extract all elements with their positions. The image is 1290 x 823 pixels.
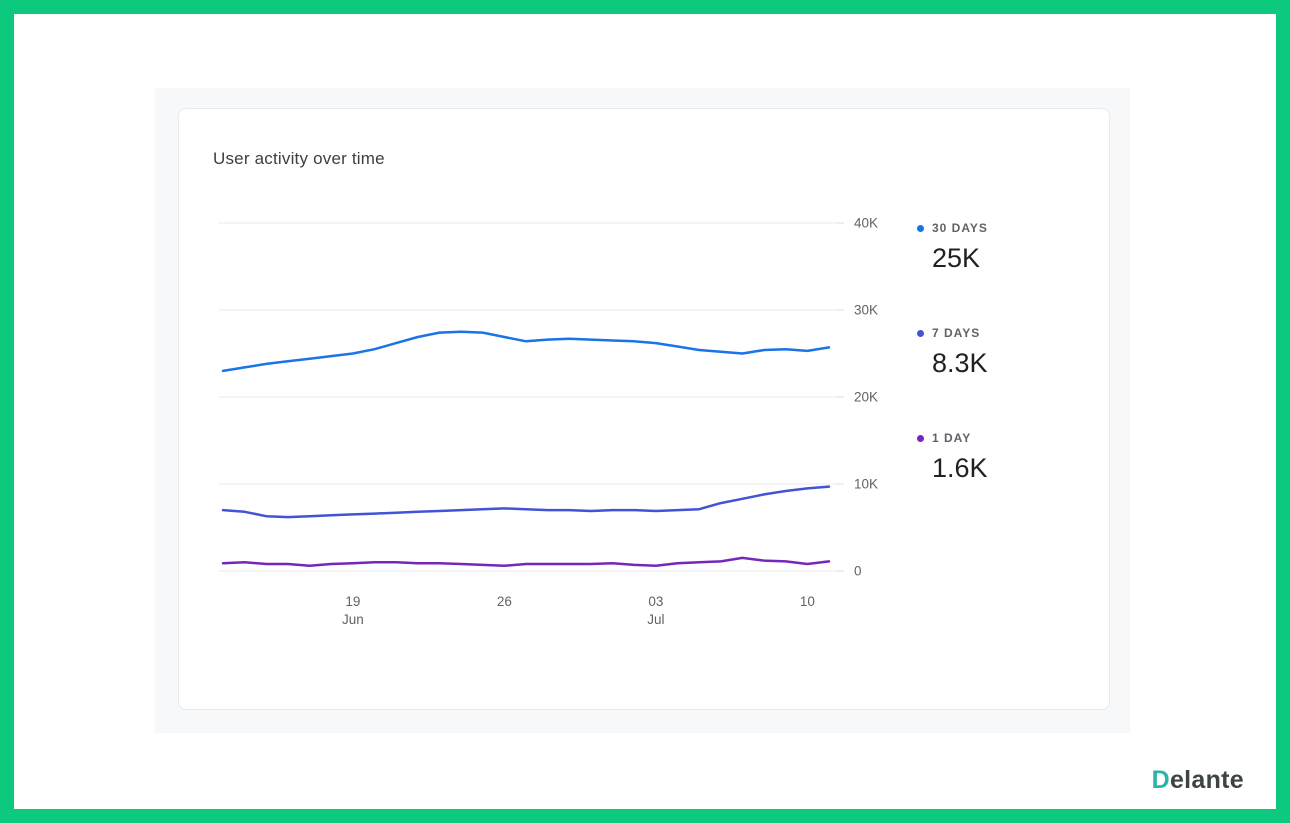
- legend-value-7-days: 8.3K: [932, 348, 988, 378]
- x-axis-month-label: Jul: [647, 612, 664, 627]
- chart-title: User activity over time: [213, 149, 385, 168]
- analytics-panel: User activity over time 40K 30K 20K 10K 0 19 J…: [155, 88, 1130, 733]
- user-activity-card: User activity over time 40K 30K 20K 10K 0 19 J…: [178, 108, 1110, 710]
- legend-dot-1-day-icon: [917, 434, 924, 442]
- legend-dot-7-days-icon: [917, 329, 924, 337]
- series-line-1-day: [221, 556, 831, 568]
- series-line-30-days: [221, 330, 831, 373]
- legend-entry-7-days: 7 DAYS 8.3K: [917, 326, 1097, 379]
- x-axis-tick-label: 19: [345, 594, 360, 609]
- y-axis-tick-label: 10K: [854, 477, 878, 492]
- delante-logo: Delante: [1152, 766, 1244, 795]
- x-axis-tick-label: 10: [800, 594, 815, 609]
- x-axis-labels: 19 Jun 26 03 Jul 10: [342, 594, 815, 627]
- delante-logo-first-letter: D: [1151, 766, 1170, 794]
- gridlines: [219, 222, 844, 572]
- user-activity-line-chart: 40K 30K 20K 10K 0 19 Jun 26 03 Jul 10: [219, 216, 878, 627]
- legend-label-7-days: 7 DAYS: [932, 326, 981, 340]
- y-axis-labels: 40K 30K 20K 10K 0: [854, 216, 878, 579]
- chart-legend: 30 DAYS 25K 7 DAYS 8.3K 1 DAY: [917, 221, 1097, 536]
- legend-label-1-day: 1 DAY: [932, 431, 972, 445]
- y-axis-tick-label: 30K: [854, 303, 878, 318]
- legend-value-1-day: 1.6K: [932, 453, 988, 483]
- y-axis-tick-label: 40K: [854, 216, 878, 231]
- y-axis-tick-label: 20K: [854, 390, 878, 405]
- screenshot-frame: User activity over time 40K 30K 20K 10K 0 19 J…: [14, 14, 1276, 809]
- series-line-7-days: [221, 485, 831, 519]
- legend-value-30-days: 25K: [932, 243, 981, 273]
- legend-entry-30-days: 30 DAYS 25K: [917, 221, 1097, 274]
- legend-dot-30-days-icon: [917, 224, 924, 232]
- x-axis-month-label: Jun: [342, 612, 364, 627]
- legend-entry-1-day: 1 DAY 1.6K: [917, 431, 1097, 484]
- x-axis-tick-label: 03: [648, 594, 663, 609]
- y-axis-tick-label: 0: [854, 564, 862, 579]
- delante-logo-rest: elante: [1169, 766, 1244, 794]
- x-axis-tick-label: 26: [497, 594, 512, 609]
- legend-label-30-days: 30 DAYS: [932, 221, 988, 235]
